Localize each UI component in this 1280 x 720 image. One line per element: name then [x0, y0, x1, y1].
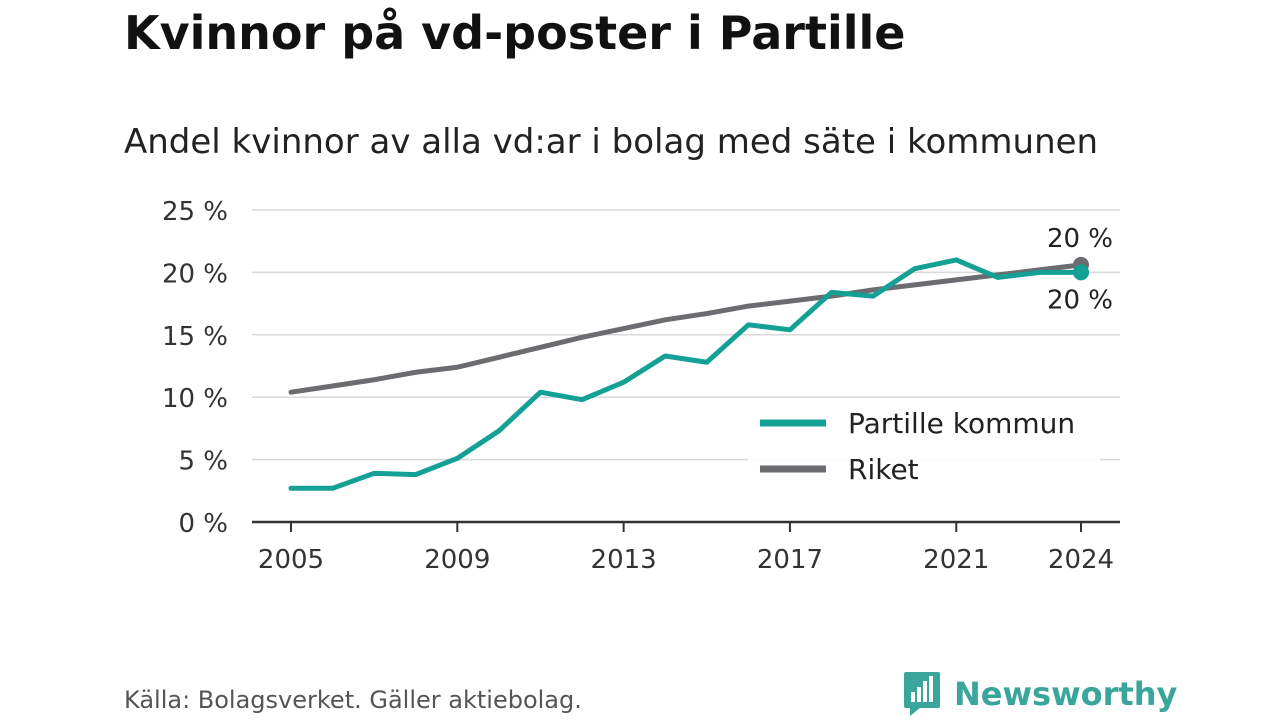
series-line	[288, 257, 1084, 491]
series-end-point	[1073, 264, 1089, 281]
x-tick-label: 2024	[1048, 545, 1114, 575]
x-tick-label: 2017	[757, 545, 823, 575]
chart-subtitle: Andel kvinnor av alla vd:ar i bolag med …	[124, 122, 1099, 162]
y-tick-label: 5 %	[178, 447, 228, 477]
y-tick-label: 10 %	[162, 384, 228, 414]
chart-title: Kvinnor på vd-poster i Partille	[124, 6, 906, 60]
y-tick-label: 15 %	[162, 322, 228, 352]
newsworthy-logo-icon	[904, 672, 940, 716]
series-line	[288, 262, 1084, 395]
x-tick-label: 2009	[424, 545, 490, 575]
legend-background	[748, 398, 1100, 494]
legend-entry: Riket	[848, 453, 919, 486]
source-note: Källa: Bolagsverket. Gäller aktiebolag.	[124, 686, 582, 714]
y-tick-label: 20 %	[162, 259, 228, 289]
end-label: 20 %	[1047, 224, 1113, 254]
brand-name: Newsworthy	[954, 675, 1178, 713]
x-tick-label: 2005	[258, 545, 324, 575]
x-tick-label: 2013	[591, 545, 657, 575]
x-tick-label: 2021	[923, 545, 989, 575]
legend-entry: Partille kommun	[848, 407, 1075, 440]
y-tick-label: 0 %	[178, 509, 228, 539]
end-label: 20 %	[1047, 285, 1113, 315]
brand-logo: Newsworthy	[902, 670, 1177, 718]
y-tick-label: 25 %	[162, 197, 228, 227]
